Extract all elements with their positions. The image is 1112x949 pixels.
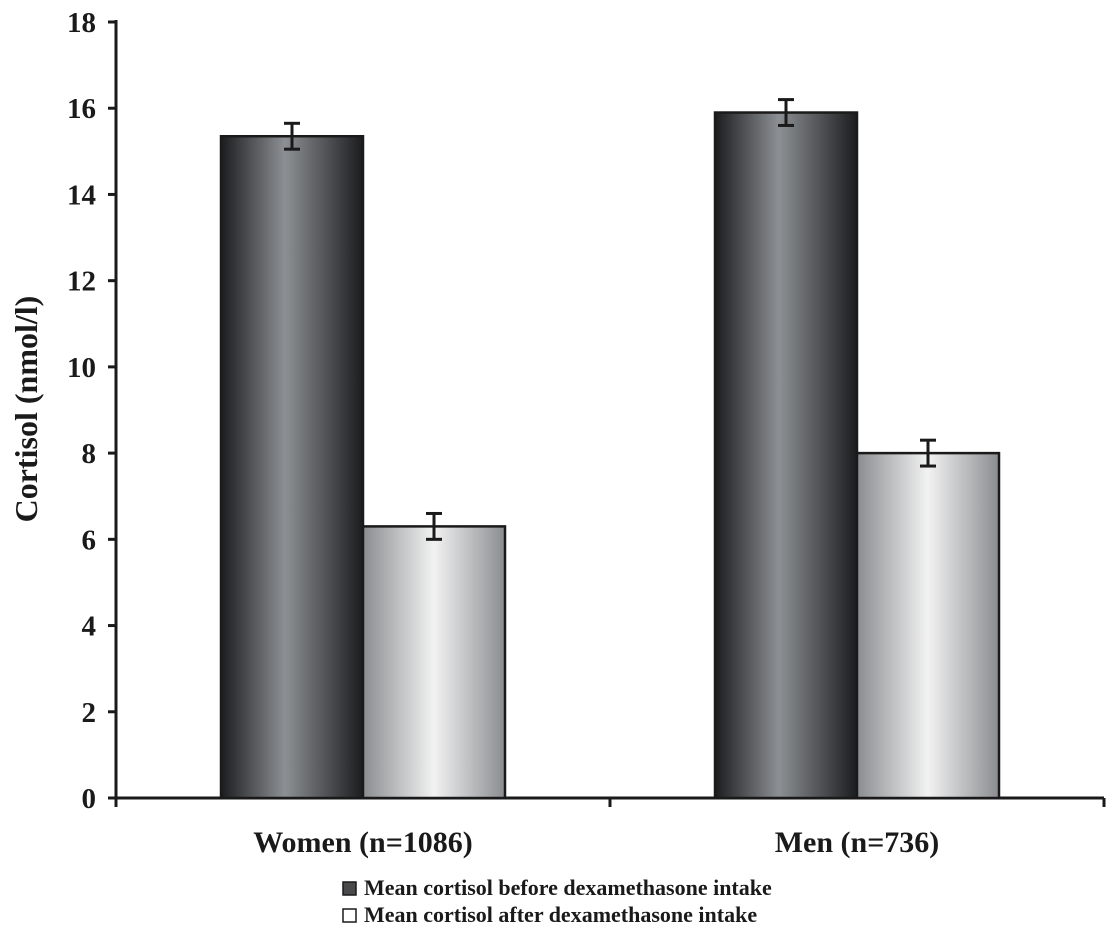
category-labels: Women (n=1086) Men (n=736): [253, 826, 939, 859]
x-category-label: Men (n=736): [775, 826, 940, 859]
y-axis-title: Cortisol (nmol/l): [8, 296, 44, 523]
y-tick-label: 16: [67, 93, 96, 125]
y-tick-label: 18: [67, 7, 96, 39]
legend: Mean cortisol before dexamethasone intak…: [343, 875, 772, 927]
y-tick-label: 12: [67, 266, 96, 298]
bar-before-women: [221, 136, 363, 798]
y-tick-label: 0: [82, 783, 97, 815]
y-tick-label: 4: [82, 611, 97, 643]
bar-before-men: [715, 113, 857, 798]
bars: [221, 113, 999, 798]
bar-after-men: [857, 453, 999, 798]
y-tick-label: 2: [82, 697, 97, 729]
y-tick-label: 10: [67, 352, 96, 384]
y-tick-label: 14: [67, 179, 96, 211]
legend-label: Mean cortisol before dexamethasone intak…: [364, 875, 772, 900]
legend-swatch: [343, 882, 356, 895]
y-tick-label: 8: [82, 438, 97, 470]
y-ticks: 0 2 4 6 8 10 12 14 16 18: [67, 7, 116, 815]
bar-after-women: [363, 526, 505, 798]
x-category-label: Women (n=1086): [253, 826, 473, 859]
legend-label: Mean cortisol after dexamethasone intake: [364, 902, 757, 927]
y-tick-label: 6: [82, 524, 97, 556]
legend-swatch: [343, 909, 356, 922]
